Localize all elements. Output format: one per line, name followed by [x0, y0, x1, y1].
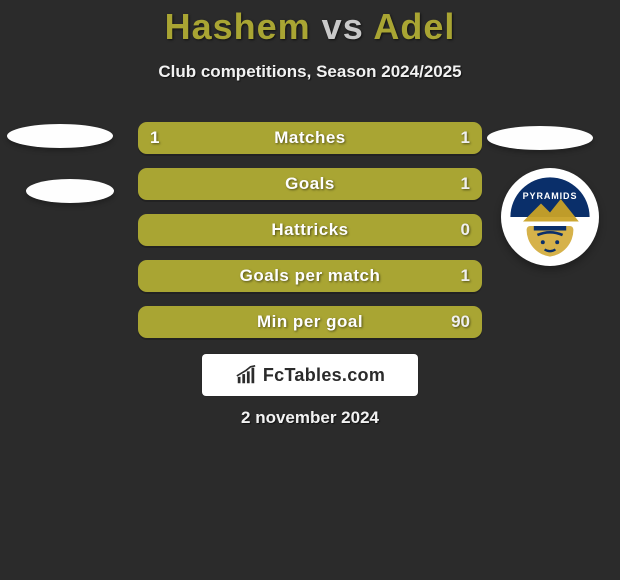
stat-label: Goals per match: [138, 260, 482, 292]
source-badge: FcTables.com: [202, 354, 418, 396]
ellipse-shape: [7, 124, 113, 148]
stat-label: Hattricks: [138, 214, 482, 246]
page-title: Hashem vs Adel: [0, 6, 620, 48]
stat-value-left: 1: [150, 122, 159, 154]
stat-row: Min per goal90: [138, 306, 482, 338]
player2-badge-placeholder: [487, 126, 593, 150]
stat-row: Matches1 1: [138, 122, 482, 154]
pyramids-logo-icon: PYRAMIDS: [505, 172, 595, 262]
subtitle: Club competitions, Season 2024/2025: [0, 62, 620, 82]
title-player2: Adel: [373, 6, 455, 47]
stat-row: Hattricks0: [138, 214, 482, 246]
stat-label: Min per goal: [138, 306, 482, 338]
title-player1: Hashem: [165, 6, 311, 47]
stat-row: Goals per match1: [138, 260, 482, 292]
date-label: 2 november 2024: [0, 408, 620, 428]
svg-text:PYRAMIDS: PYRAMIDS: [523, 191, 578, 201]
source-label: FcTables.com: [263, 365, 385, 386]
stat-value-right: 1: [461, 122, 470, 154]
stat-value-right: 1: [461, 168, 470, 200]
stat-value-right: 90: [451, 306, 470, 338]
stat-value-right: 1: [461, 260, 470, 292]
title-vs: vs: [322, 6, 364, 47]
stat-value-right: 0: [461, 214, 470, 246]
stat-label: Goals: [138, 168, 482, 200]
bar-chart-icon: [235, 364, 257, 386]
ellipse-shape: [26, 179, 114, 203]
stat-row: Goals1: [138, 168, 482, 200]
stat-label: Matches: [138, 122, 482, 154]
club-badge-pyramids: PYRAMIDS: [501, 168, 599, 266]
